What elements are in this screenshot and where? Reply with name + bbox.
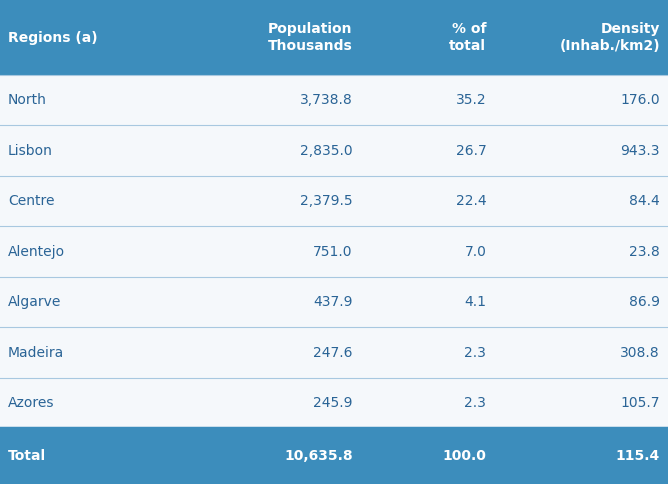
Bar xyxy=(361,176,494,227)
Text: 22.4: 22.4 xyxy=(456,194,486,208)
Bar xyxy=(0,176,187,227)
Bar xyxy=(361,378,494,428)
Text: 245.9: 245.9 xyxy=(313,396,353,410)
Text: Madeira: Madeira xyxy=(8,346,64,360)
Bar xyxy=(0,277,187,327)
Bar xyxy=(361,428,494,484)
Text: 2,379.5: 2,379.5 xyxy=(300,194,353,208)
Bar xyxy=(361,75,494,125)
Text: Total: Total xyxy=(8,449,46,463)
Bar xyxy=(494,176,668,227)
Bar xyxy=(0,75,187,125)
Bar xyxy=(187,125,361,176)
Text: 2.3: 2.3 xyxy=(464,396,486,410)
Text: 751.0: 751.0 xyxy=(313,245,353,258)
Text: 437.9: 437.9 xyxy=(313,295,353,309)
Bar xyxy=(361,125,494,176)
Text: 2,835.0: 2,835.0 xyxy=(300,144,353,158)
Bar xyxy=(187,428,361,484)
Text: Population
Thousands: Population Thousands xyxy=(268,22,353,53)
Bar xyxy=(0,125,187,176)
Text: 2.3: 2.3 xyxy=(464,346,486,360)
Text: 84.4: 84.4 xyxy=(629,194,660,208)
Bar xyxy=(187,176,361,227)
Text: Lisbon: Lisbon xyxy=(8,144,53,158)
Bar xyxy=(187,327,361,378)
Text: 100.0: 100.0 xyxy=(442,449,486,463)
Text: Density
(Inhab./km2): Density (Inhab./km2) xyxy=(559,22,660,53)
Bar xyxy=(0,227,187,277)
Bar xyxy=(187,227,361,277)
Bar xyxy=(0,378,187,428)
Bar xyxy=(187,75,361,125)
Text: 176.0: 176.0 xyxy=(621,93,660,107)
Bar xyxy=(361,327,494,378)
Bar xyxy=(361,227,494,277)
Text: 4.1: 4.1 xyxy=(464,295,486,309)
Bar xyxy=(187,378,361,428)
Bar xyxy=(0,0,187,75)
Bar xyxy=(187,277,361,327)
Bar xyxy=(494,378,668,428)
Bar xyxy=(361,277,494,327)
Text: 308.8: 308.8 xyxy=(621,346,660,360)
Bar xyxy=(494,327,668,378)
Text: 10,635.8: 10,635.8 xyxy=(284,449,353,463)
Text: North: North xyxy=(8,93,47,107)
Bar xyxy=(0,428,187,484)
Bar xyxy=(494,0,668,75)
Text: % of
total: % of total xyxy=(450,22,486,53)
Text: 105.7: 105.7 xyxy=(621,396,660,410)
Bar xyxy=(0,327,187,378)
Text: Alentejo: Alentejo xyxy=(8,245,65,258)
Text: 23.8: 23.8 xyxy=(629,245,660,258)
Text: 26.7: 26.7 xyxy=(456,144,486,158)
Text: 115.4: 115.4 xyxy=(616,449,660,463)
Text: 247.6: 247.6 xyxy=(313,346,353,360)
Text: Azores: Azores xyxy=(8,396,55,410)
Text: Centre: Centre xyxy=(8,194,55,208)
Text: 943.3: 943.3 xyxy=(621,144,660,158)
Text: 7.0: 7.0 xyxy=(464,245,486,258)
Text: 86.9: 86.9 xyxy=(629,295,660,309)
Text: Regions (a): Regions (a) xyxy=(8,30,98,45)
Bar xyxy=(494,277,668,327)
Bar xyxy=(494,428,668,484)
Bar xyxy=(494,75,668,125)
Text: 35.2: 35.2 xyxy=(456,93,486,107)
Text: 3,738.8: 3,738.8 xyxy=(300,93,353,107)
Bar xyxy=(494,227,668,277)
Bar xyxy=(494,125,668,176)
Bar xyxy=(361,0,494,75)
Text: Algarve: Algarve xyxy=(8,295,61,309)
Bar xyxy=(187,0,361,75)
